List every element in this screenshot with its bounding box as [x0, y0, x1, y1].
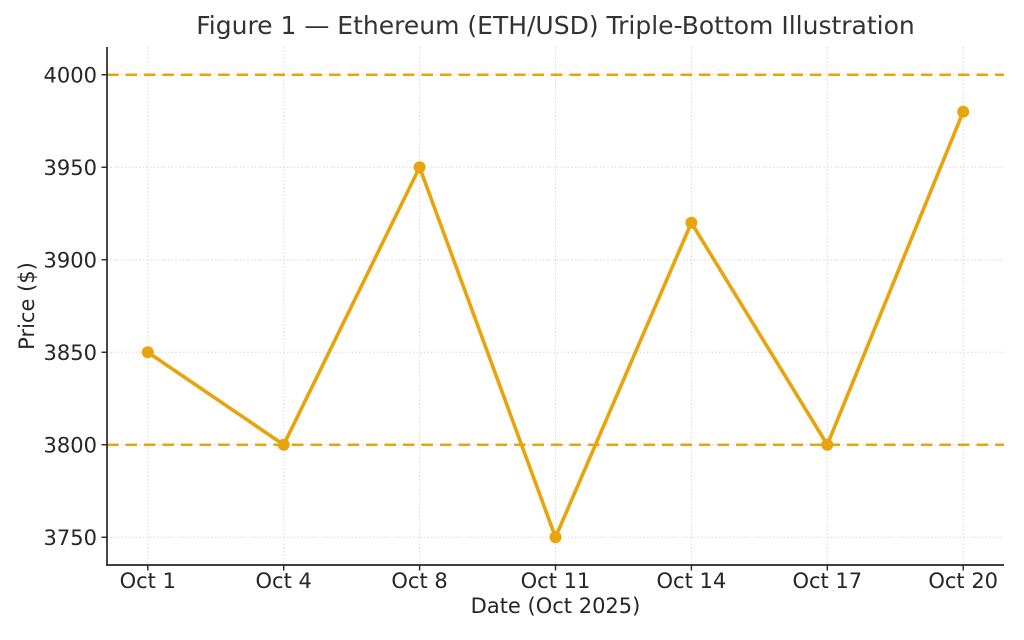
x-tick-label: Oct 4 [256, 569, 312, 593]
y-tick-label: 3900 [44, 248, 97, 272]
y-tick-label: 3850 [44, 341, 97, 365]
y-tick-label: 3800 [44, 433, 97, 457]
chart-title: Figure 1 — Ethereum (ETH/USD) Triple-Bot… [196, 11, 915, 40]
grid-layer [107, 47, 1004, 565]
y-tick-label: 4000 [44, 63, 97, 87]
x-tick-label: Oct 20 [928, 569, 998, 593]
x-tick-label: Oct 17 [792, 569, 862, 593]
x-tick-label: Oct 11 [521, 569, 591, 593]
data-point-marker [141, 346, 154, 359]
axes-layer [101, 47, 1004, 571]
data-point-marker [277, 438, 290, 451]
data-point-marker [685, 216, 698, 229]
price-series-layer [141, 105, 970, 544]
x-axis-label: Date (Oct 2025) [470, 594, 641, 618]
y-tick-label: 3750 [44, 526, 97, 550]
data-point-marker [413, 161, 426, 174]
x-tick-label: Oct 8 [391, 569, 447, 593]
y-axis-label: Price ($) [15, 262, 39, 350]
data-point-marker [549, 531, 562, 544]
x-tick-label: Oct 1 [120, 569, 176, 593]
tick-labels-layer: 3750 3800 3850 3900 3950 4000 Oct 1 Oct 4 Oct 8 O… [44, 63, 999, 593]
data-point-marker [957, 105, 970, 118]
reference-lines-layer [107, 73, 1004, 446]
y-tick-label: 3950 [44, 156, 97, 180]
x-tick-label: Oct 14 [657, 569, 727, 593]
data-point-marker [821, 438, 834, 451]
